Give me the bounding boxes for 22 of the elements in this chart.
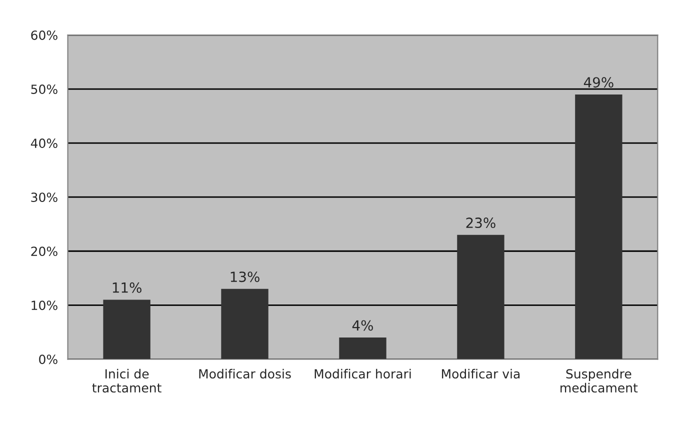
bar [575,94,622,360]
bar [339,338,386,360]
y-tick-label: 60% [31,30,58,40]
y-tick-label: 50% [31,84,58,94]
y-tick-label: 20% [31,246,58,256]
bar [457,234,504,360]
data-label: 23% [466,218,496,228]
data-label: 11% [112,282,142,293]
data-label: 4% [352,320,373,331]
y-tick-label: 40% [30,138,58,148]
x-tick-label: Modificar via [442,368,520,379]
x-tick-label: Suspendre medicament [560,368,638,393]
y-tick-label: 0% [39,354,58,364]
bar [221,288,268,360]
x-tick-label: Modificar horari [314,368,411,379]
data-label: 13% [230,272,260,282]
x-tick-label: Modificar dosis [199,368,291,379]
y-tick-label: 10% [32,300,58,310]
data-label: 49% [584,77,614,88]
y-tick-label: 30% [31,192,58,202]
bar [103,300,150,360]
x-tick-label: Inici de tractament [92,368,162,393]
